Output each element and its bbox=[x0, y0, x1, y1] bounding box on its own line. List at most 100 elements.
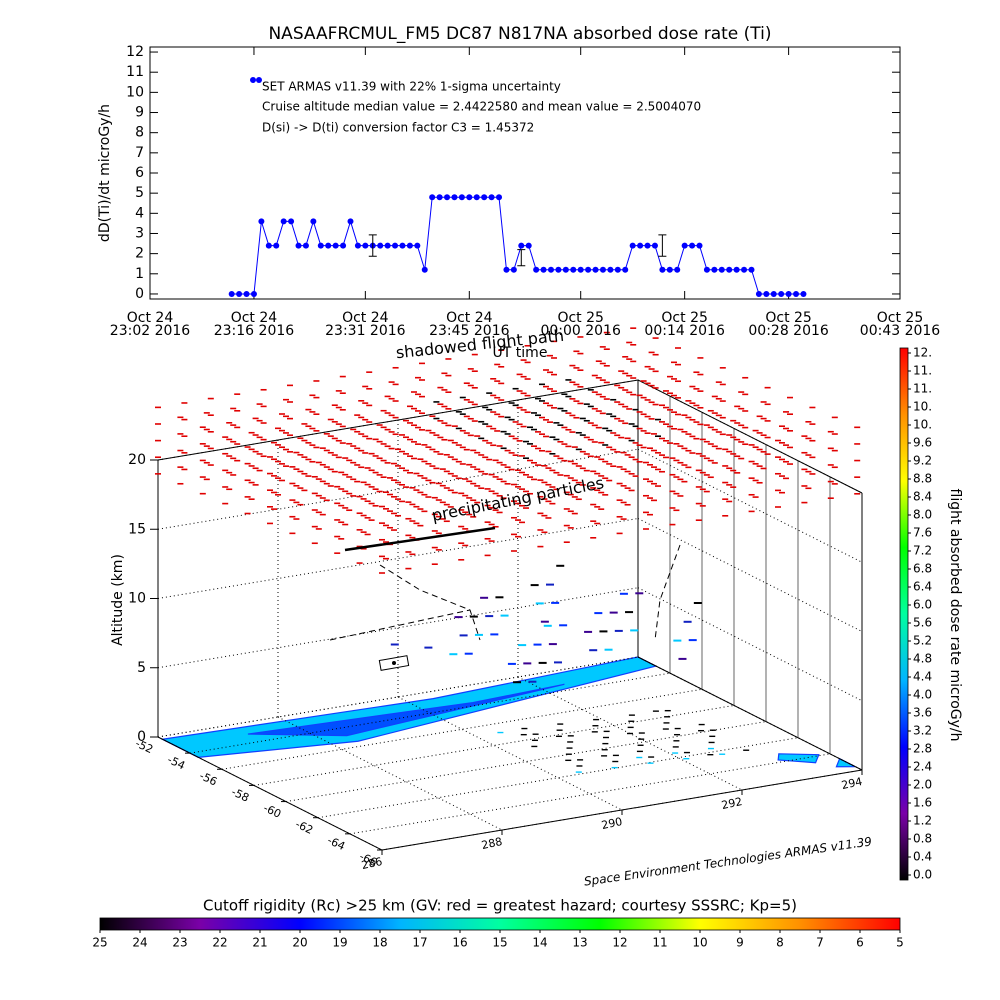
data-point bbox=[332, 242, 339, 249]
data-point bbox=[406, 242, 413, 249]
data-point bbox=[577, 266, 584, 273]
colorbar-tick-label: 3.2 bbox=[913, 724, 932, 738]
x-tick-label: Oct 24 bbox=[446, 310, 493, 326]
box-edge bbox=[637, 656, 863, 771]
y-tick-label: 10 bbox=[126, 84, 144, 100]
data-point bbox=[592, 266, 599, 273]
data-point bbox=[711, 266, 718, 273]
y-tick-label: 9 bbox=[135, 105, 144, 121]
colorbar-tick-label: 1.2 bbox=[913, 814, 932, 828]
colorbar-tick-label: 9.2 bbox=[913, 454, 932, 468]
lat-tick-label: -60 bbox=[261, 801, 283, 820]
colorbar-tick-label: 11. bbox=[913, 382, 932, 396]
y-tick-label: 3 bbox=[135, 225, 144, 241]
data-point bbox=[562, 266, 569, 273]
colorbar-tick-label: 5.6 bbox=[913, 616, 932, 630]
colorbar-tick-label: 12. bbox=[913, 346, 932, 360]
data-point bbox=[243, 290, 250, 297]
colorbar-title: Cutoff rigidity (Rc) >25 km (GV: red = g… bbox=[203, 897, 797, 915]
data-point bbox=[674, 266, 681, 273]
data-point bbox=[295, 242, 302, 249]
grid-line bbox=[637, 518, 863, 632]
data-point bbox=[362, 242, 369, 249]
flight-path bbox=[344, 526, 496, 552]
colorbar-tick-label: 7.6 bbox=[913, 526, 932, 540]
data-point bbox=[518, 242, 525, 249]
colorbar-tick-label: 6.4 bbox=[913, 580, 932, 594]
data-point bbox=[354, 242, 361, 249]
data-point bbox=[273, 242, 280, 249]
data-point bbox=[741, 266, 748, 273]
marker-dot bbox=[392, 661, 396, 665]
colorbar-tick-label: 16 bbox=[452, 936, 467, 950]
lat-tick-label: -64 bbox=[325, 834, 347, 853]
colorbar-tick-label: 22 bbox=[212, 936, 227, 950]
lat-tick-label: -54 bbox=[165, 753, 187, 772]
colorbar-title: flight absorbed dose rate microGy/h bbox=[947, 489, 963, 742]
colorbar-tick-label: 20 bbox=[292, 936, 307, 950]
lon-tick-label: 290 bbox=[600, 815, 623, 832]
data-point bbox=[325, 242, 332, 249]
data-point bbox=[651, 242, 658, 249]
data-point bbox=[755, 290, 762, 297]
data-point bbox=[392, 242, 399, 249]
data-point bbox=[763, 290, 770, 297]
colorbar-tick-label: 0.8 bbox=[913, 832, 932, 846]
data-point bbox=[340, 242, 347, 249]
colorbar-tick-label: 25 bbox=[92, 936, 107, 950]
data-point bbox=[607, 266, 614, 273]
colorbar bbox=[899, 347, 909, 881]
data-point bbox=[302, 242, 309, 249]
y-tick-label: 6 bbox=[135, 165, 144, 181]
colorbar-tick-label: 5.2 bbox=[913, 634, 932, 648]
data-point bbox=[540, 266, 547, 273]
error-bar bbox=[658, 234, 667, 257]
colorbar-tick-label: 11. bbox=[913, 364, 932, 378]
colorbar-tick-label: 11 bbox=[652, 936, 667, 950]
data-point bbox=[473, 194, 480, 201]
legend-marker bbox=[250, 77, 256, 83]
lat-tick-label: -58 bbox=[229, 785, 251, 804]
data-point bbox=[778, 290, 785, 297]
colorbar-tick-label: 4.4 bbox=[913, 670, 932, 684]
data-point bbox=[718, 266, 725, 273]
data-point bbox=[496, 194, 503, 201]
data-point bbox=[414, 242, 421, 249]
marker-box bbox=[378, 655, 410, 671]
data-point bbox=[555, 266, 562, 273]
x-tick-label: Oct 24 bbox=[342, 310, 389, 326]
box-edge bbox=[637, 379, 863, 494]
colorbar-tick-label: 4.8 bbox=[913, 652, 932, 666]
data-point bbox=[599, 266, 606, 273]
annotation: Cruise altitude median value = 2.4422580… bbox=[262, 100, 701, 114]
data-point bbox=[258, 218, 265, 225]
y-tick-label: 2 bbox=[135, 246, 144, 262]
data-point bbox=[637, 242, 644, 249]
data-point bbox=[666, 266, 673, 273]
colorbar-tick-label: 18 bbox=[372, 936, 387, 950]
colorbar-tick-label: 9 bbox=[736, 936, 744, 950]
colorbar-tick-label: 6.0 bbox=[913, 598, 932, 612]
colorbar-tick-label: 13 bbox=[572, 936, 587, 950]
x-tick-label: 00:28 2016 bbox=[748, 323, 829, 339]
y-tick-label: 8 bbox=[135, 125, 144, 141]
error-bar bbox=[517, 249, 526, 267]
data-point bbox=[770, 290, 777, 297]
colorbar-tick-label: 23 bbox=[172, 936, 187, 950]
y-tick-label: 12 bbox=[126, 44, 144, 60]
x-tick-label: 23:02 2016 bbox=[110, 323, 191, 339]
data-point bbox=[384, 242, 391, 249]
colorbar-tick-label: 1.6 bbox=[913, 796, 932, 810]
data-point bbox=[622, 266, 629, 273]
data-point bbox=[488, 194, 495, 201]
colorbar-tick-label: 7 bbox=[816, 936, 824, 950]
x-tick-label: Oct 24 bbox=[231, 310, 278, 326]
data-point bbox=[451, 194, 458, 201]
x-axis-label: UT time bbox=[493, 345, 548, 361]
data-point bbox=[733, 266, 740, 273]
x-tick-label: 23:45 2016 bbox=[429, 323, 510, 339]
y-tick-label: 4 bbox=[135, 205, 144, 221]
colorbar-tick-label: 9.6 bbox=[913, 436, 932, 450]
colorbar-tick-label: 2.0 bbox=[913, 778, 932, 792]
data-point bbox=[250, 290, 257, 297]
